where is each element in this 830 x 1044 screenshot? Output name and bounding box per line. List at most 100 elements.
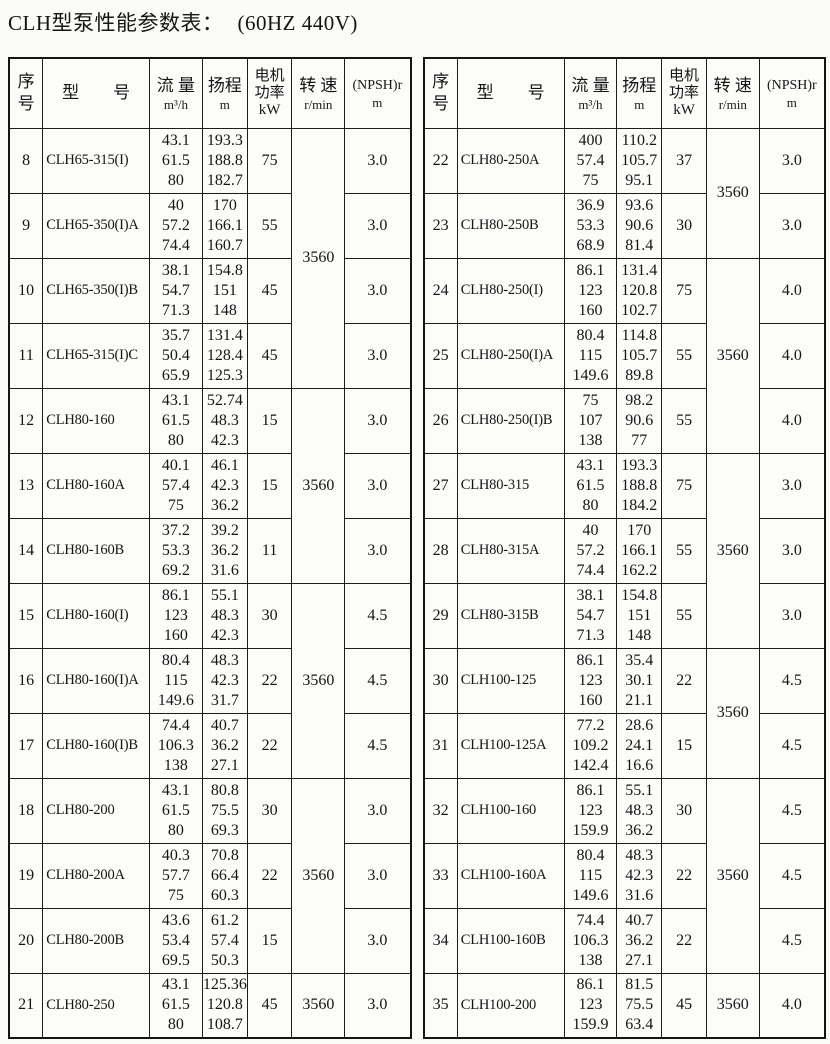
table-row: 30 CLH100-125 86.1 123 160 35.4 30.1 21.1 22 3560…	[423, 647, 826, 779]
header-row: 序 号 型 号 流 量 m³/h 扬程 m 电机	[423, 57, 826, 129]
model-cell: CLH100-160B	[456, 907, 565, 974]
head-cell: 170 166.1 162.2	[616, 517, 663, 584]
npsh-cell: 4.5	[758, 907, 826, 974]
npsh-cell: 4.5	[758, 647, 826, 714]
flow-cell: 38.1 54.7 71.3	[149, 257, 203, 324]
col-header-npsh: (NPSH)r m	[758, 57, 826, 129]
npsh-cell: 3.0	[344, 192, 411, 259]
head-cell: 193.3 188.8 184.2	[616, 452, 663, 519]
npsh-cell: 4.0	[758, 322, 826, 389]
flow-cell: 40.3 57.7 75	[149, 842, 203, 909]
row-number-cell: 15	[8, 582, 44, 649]
row-number-cell: 29	[423, 582, 458, 649]
head-cell: 81.5 75.5 63.4	[616, 972, 663, 1039]
row-number-cell: 10	[8, 257, 44, 324]
head-cell: 170 166.1 160.7	[201, 192, 248, 259]
npsh-cell: 3.0	[758, 127, 826, 194]
head-cell: 193.3 188.8 182.7	[201, 127, 248, 194]
power-cell: 30	[661, 192, 707, 259]
row-number-cell: 21	[8, 972, 44, 1039]
power-cell: 55	[661, 582, 707, 649]
head-cell: 48.3 42.3 31.7	[201, 647, 248, 714]
npsh-cell: 3.0	[344, 127, 411, 194]
power-cell: 22	[661, 647, 707, 714]
speed-cell: 3560	[705, 257, 760, 454]
table-row: 29 CLH80-315B 38.1 54.7 71.3 154.8 151 148 55 3.0	[423, 582, 826, 649]
speed-cell: 3560	[291, 777, 346, 974]
flow-cell: 74.4 106.3 138	[563, 907, 618, 974]
table-row: 14 CLH80-160B 37.2 53.3 69.2 39.2 36.2 31.6 11 3.…	[8, 517, 411, 584]
npsh-cell: 3.0	[344, 257, 411, 324]
npsh-cell: 3.0	[344, 777, 411, 844]
head-cell: 28.6 24.1 16.6	[616, 712, 663, 779]
power-cell: 22	[661, 842, 707, 909]
model-cell: CLH80-200B	[42, 907, 151, 974]
table-row: 23 CLH80-250B 36.9 53.3 68.9 93.6 90.6 81.4 30 3.…	[423, 192, 826, 259]
table-row: 18 CLH80-200 43.1 61.5 80 80.8 75.5 69.3 30 3560 3…	[8, 777, 411, 974]
flow-cell: 35.7 50.4 65.9	[149, 322, 203, 389]
power-cell: 15	[246, 387, 293, 454]
npsh-cell: 4.0	[758, 387, 826, 454]
table-row: 16 CLH80-160(I)A 80.4 115 149.6 48.3 42.3 31.7 2…	[8, 647, 411, 714]
npsh-cell: 4.0	[758, 972, 826, 1039]
flow-cell: 86.1 123 160	[149, 582, 203, 649]
table-row: 24 CLH80-250(I) 86.1 123 160 131.4 120.8 102.7 7…	[423, 257, 826, 454]
head-cell: 52.74 48.3 42.3	[201, 387, 248, 454]
col-header-model: 型 号	[456, 57, 565, 129]
row-number-cell: 8	[8, 127, 44, 194]
table-row: 25 CLH80-250(I)A 80.4 115 149.6 114.8 105.7 89.…	[423, 322, 826, 389]
flow-cell: 400 57.4 75	[563, 127, 618, 194]
flow-cell: 40 57.2 74.4	[563, 517, 618, 584]
speed-cell: 3560	[291, 582, 346, 779]
row-number-cell: 23	[423, 192, 458, 259]
row-number-cell: 35	[423, 972, 458, 1039]
row-number-cell: 26	[423, 387, 458, 454]
model-cell: CLH80-315B	[456, 582, 565, 649]
power-cell: 45	[246, 322, 293, 389]
page-title: CLH型泵性能参数表： (60HZ 440V)	[8, 7, 826, 37]
power-cell: 45	[661, 972, 707, 1039]
table-row: 10 CLH65-350(I)B 38.1 54.7 71.3 154.8 151 148 45…	[8, 257, 411, 324]
table-row: 19 CLH80-200A 40.3 57.7 75 70.8 66.4 60.3 22 3.0	[8, 842, 411, 909]
table-row: 22 CLH80-250A 400 57.4 75 110.2 105.7 95.1 37 356…	[423, 127, 826, 259]
pump-table-left: 序 号 型 号 流 量 m³/h 扬程 m 电机	[8, 57, 412, 1039]
power-cell: 55	[246, 192, 293, 259]
flow-cell: 40 57.2 74.4	[149, 192, 203, 259]
model-cell: CLH80-250(I)	[456, 257, 565, 324]
col-header-flow: 流 量 m³/h	[149, 57, 203, 129]
head-cell: 93.6 90.6 81.4	[616, 192, 663, 259]
power-cell: 22	[661, 907, 707, 974]
npsh-cell: 4.5	[344, 647, 411, 714]
power-cell: 30	[661, 777, 707, 844]
head-cell: 131.4 128.4 125.3	[201, 322, 248, 389]
row-number-cell: 32	[423, 777, 458, 844]
head-cell: 61.2 57.4 50.3	[201, 907, 248, 974]
flow-cell: 40.1 57.4 75	[149, 452, 203, 519]
header-row: 序 号 型 号 流 量 m³/h 扬程 m 电机	[8, 57, 411, 129]
table-row: 27 CLH80-315 43.1 61.5 80 193.3 188.8 184.2 75 35…	[423, 452, 826, 649]
table-row: 20 CLH80-200B 43.6 53.4 69.5 61.2 57.4 50.3 15 3.…	[8, 907, 411, 974]
head-cell: 55.1 48.3 36.2	[616, 777, 663, 844]
head-cell: 39.2 36.2 31.6	[201, 517, 248, 584]
col-header-head: 扬程 m	[616, 57, 663, 129]
power-cell: 75	[661, 257, 707, 324]
power-cell: 15	[246, 452, 293, 519]
speed-cell: 3560	[291, 387, 346, 584]
power-cell: 30	[246, 777, 293, 844]
npsh-cell: 4.5	[758, 712, 826, 779]
npsh-cell: 3.0	[344, 387, 411, 454]
col-header-npsh: (NPSH)r m	[344, 57, 411, 129]
model-cell: CLH100-125	[456, 647, 565, 714]
row-number-cell: 19	[8, 842, 44, 909]
head-cell: 125.36 120.8 108.7	[201, 972, 248, 1039]
speed-cell: 3560	[705, 972, 760, 1039]
row-number-cell: 20	[8, 907, 44, 974]
npsh-cell: 4.5	[758, 842, 826, 909]
flow-cell: 86.1 123 160	[563, 257, 618, 324]
model-cell: CLH80-315	[456, 452, 565, 519]
power-cell: 37	[661, 127, 707, 194]
model-cell: CLH65-315(I)	[42, 127, 151, 194]
row-number-cell: 28	[423, 517, 458, 584]
power-cell: 75	[661, 452, 707, 519]
